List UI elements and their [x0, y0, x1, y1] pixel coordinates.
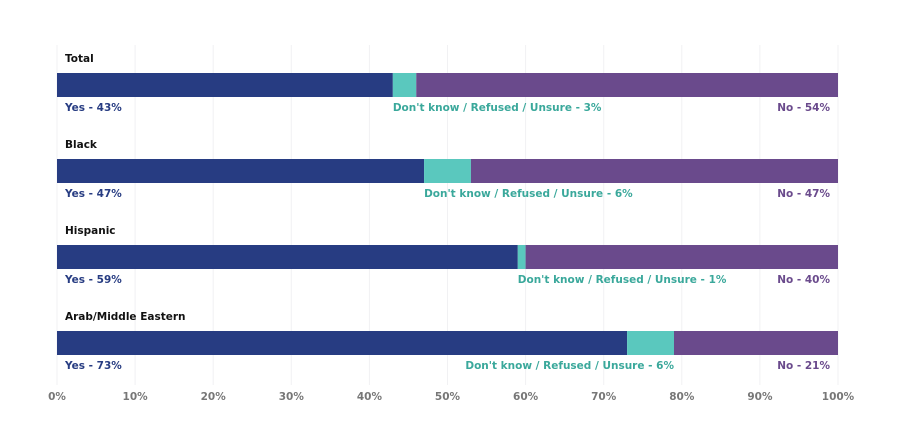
x-tick-label: 90%: [747, 391, 773, 403]
category-label: Total: [65, 53, 94, 65]
bar-segment: [517, 245, 526, 269]
bar-segment: [525, 245, 838, 269]
bar-segment: [57, 245, 518, 269]
bar-segment: [627, 331, 674, 355]
bar-segment: [673, 331, 838, 355]
value-label: Don't know / Refused / Unsure - 3%: [393, 102, 602, 114]
x-tick-label: 10%: [123, 391, 149, 403]
x-tick-label: 50%: [435, 391, 461, 403]
value-label: Don't know / Refused / Unsure - 6%: [465, 360, 674, 372]
category-label: Arab/Middle Eastern: [65, 311, 186, 323]
category-label: Black: [65, 139, 98, 151]
value-label: Don't know / Refused / Unsure - 6%: [424, 188, 633, 200]
value-label: No - 54%: [777, 102, 830, 114]
bar-segment: [57, 331, 628, 355]
bar-segment: [470, 159, 838, 183]
value-label: No - 21%: [777, 360, 830, 372]
value-label: Yes - 73%: [64, 360, 122, 372]
value-label: No - 40%: [777, 274, 830, 286]
bar-segment: [57, 73, 393, 97]
value-label: Don't know / Refused / Unsure - 1%: [518, 274, 727, 286]
x-tick-label: 20%: [201, 391, 227, 403]
x-tick-label: 60%: [513, 391, 539, 403]
x-tick-label: 70%: [591, 391, 617, 403]
value-label: Yes - 47%: [64, 188, 122, 200]
x-tick-label: 30%: [279, 391, 305, 403]
bar-segment: [416, 73, 838, 97]
x-tick-label: 40%: [357, 391, 383, 403]
value-label: No - 47%: [777, 188, 830, 200]
x-tick-label: 80%: [669, 391, 695, 403]
x-tick-label: 0%: [48, 391, 66, 403]
bar-segment: [392, 73, 417, 97]
category-label: Hispanic: [65, 225, 116, 237]
bar-segment: [57, 159, 425, 183]
value-label: Yes - 43%: [64, 102, 122, 114]
bar-segment: [424, 159, 471, 183]
value-label: Yes - 59%: [64, 274, 122, 286]
x-tick-label: 100%: [822, 391, 855, 403]
